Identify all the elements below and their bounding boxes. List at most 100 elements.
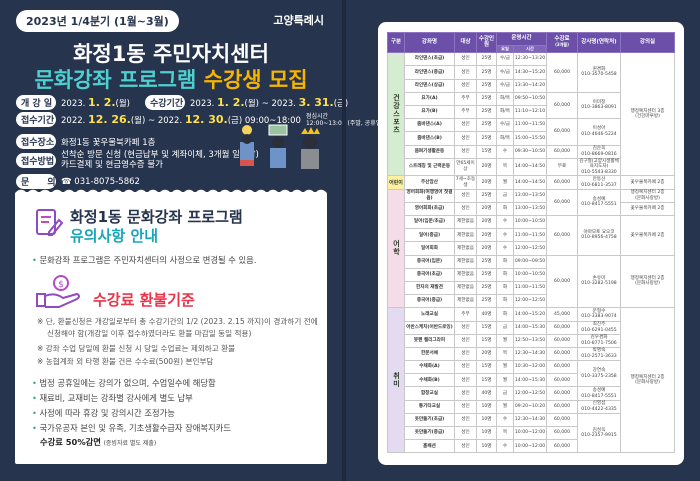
poster-title: 화정1동 주민자치센터	[73, 42, 269, 66]
capacity-cell: 25명	[476, 65, 497, 80]
time-cell: 10:00~12:00	[513, 439, 547, 454]
room-name: 행정복지센터 2층	[630, 190, 665, 196]
course-name: 중국어(입문)	[404, 254, 455, 269]
instructor-name: 강연숙	[592, 368, 606, 374]
svg-text:$: $	[58, 280, 64, 290]
document-edit-icon	[36, 209, 63, 236]
table-row: 옷만들기(중급) 성인 10명 목 10:00~12:00 60,000	[388, 426, 675, 441]
table-row: 일어(중급) 제한없음 20명 수 11:00~11:50	[388, 228, 675, 243]
refund-rule: ※ 단, 환불신청은 개강일로부터 총 수강기간의 1/2 (2023. 2.1…	[37, 317, 318, 326]
category-label: 어학	[392, 239, 401, 256]
refund-rule: ※ 강좌 수업 당일에 환불 신청 시 당일 수업료는 제외하고 환불	[37, 344, 236, 353]
day-cell: 수	[496, 215, 514, 230]
text: (금) 09:00~18:00	[227, 116, 301, 126]
course-name: 홈패션	[404, 439, 455, 454]
instructor-cell: 송성예 010-8417-5551	[577, 386, 621, 401]
instructor-name: 이성아	[592, 126, 606, 132]
course-table: 구분 강좌명 대상 수강인원 운영시간 수강료 (3개월) 강사명(연락처) 강의실 요일 시간 …	[387, 31, 675, 454]
target-cell: 성인	[454, 320, 477, 335]
schedule-card: 구분 강좌명 대상 수강인원 운영시간 수강료 (3개월) 강사명(연락처) 강의실 요일 시간 …	[378, 22, 684, 465]
info-registration-period: 접수기간 2022. 12. 26.(월) ~ 2022. 12. 30.(금)…	[16, 112, 397, 127]
target-cell: 성인	[454, 360, 477, 375]
day-cell: 월	[496, 360, 514, 375]
time-cell: 12:30~13:20	[513, 52, 547, 67]
target-cell: 제한없음	[454, 215, 477, 230]
header-capacity: 수강인원	[476, 31, 497, 54]
text: 법정 공휴일에는 강의가 없으며, 수업일수에 해당함	[39, 378, 216, 388]
target-cell: 성인	[454, 144, 477, 159]
text: (월)	[115, 99, 130, 109]
instructor-phone: 010-3375-2358	[581, 373, 617, 379]
instructor-name: 야마모토 요오코	[583, 229, 615, 235]
room-detail: (문화사랑방)	[635, 380, 660, 386]
subtitle-recruit: 수강생 모집	[203, 68, 308, 92]
table-row: 한문서예 성인 20명 목 12:30~14:30 60,000 박명숙 010-2571-3…	[388, 346, 675, 362]
course-name: 스트레칭 및 근력운동	[404, 157, 455, 177]
day-cell: 수/금	[496, 118, 514, 133]
instructor-phone: 010-8417-5551	[581, 393, 617, 399]
course-name: 주산암산	[404, 175, 455, 190]
day-cell: 화	[496, 307, 514, 322]
capacity-cell: 15명	[476, 333, 497, 348]
instructor-name: 문형수	[592, 308, 606, 314]
instructor-name: 김우겸화	[590, 335, 608, 341]
time-cell: 12:30~14:30	[513, 412, 547, 428]
page-divider	[342, 0, 346, 481]
text: 카드결제 및 현금영수증 불가	[61, 160, 163, 170]
time-cell: 14:00~15:30	[513, 320, 547, 335]
course-name: 붓펜 캘리그라피	[404, 333, 455, 348]
target-cell: 성인	[454, 65, 477, 80]
capacity-cell: 20명	[476, 228, 497, 243]
instructor-name: 김순옥	[592, 146, 606, 151]
fee-cell: 60,000	[546, 175, 578, 190]
fee-cell: 60,000	[546, 426, 578, 441]
room-cell: 꽃우물북카페 2층	[620, 201, 675, 217]
time-cell: 12:50~13:50	[513, 333, 547, 348]
time-cell: 11:00~11:50	[513, 118, 547, 133]
table-row: 중국어(입문) 제한없음 25명 화 09:00~09:50 60,000 손유미 010-3…	[388, 254, 675, 309]
text: (월) ~ 2022.	[130, 116, 183, 126]
table-row: 영어회화(초급) 성인 20명 화 13:00~13:50 꽃우물북카페 2층	[388, 201, 675, 217]
instructor-phone: 010-4422-4335	[581, 406, 617, 412]
course-name: 수채화(B)	[404, 373, 455, 388]
day-cell: 금	[496, 188, 514, 203]
bullet: • 국가유공자 본인 및 유족, 기초생활수급자 장애복지카드	[32, 423, 231, 433]
fee-cell: 60,000	[546, 386, 578, 401]
notice-title: 화정1동 문화강좌 프로그램	[70, 208, 243, 226]
capacity-cell: 20명	[476, 157, 497, 177]
instructor-cell: 이성아 010-4646-5224	[577, 118, 621, 146]
capacity-cell: 25명	[476, 188, 497, 203]
target-cell: 만65세이상	[454, 157, 477, 177]
instructor-phone: 010-3383-9074	[581, 314, 617, 320]
instructor-phone: 010-6291-0455	[581, 327, 617, 333]
header-schedule: 운영시간	[496, 31, 547, 47]
time-cell: 14:00~15:30	[513, 373, 547, 388]
course-name: 중국어(초급)	[404, 267, 455, 282]
notice-subtitle: 유의사항 안내	[70, 227, 159, 245]
header-instructor: 강사명(연락처)	[577, 31, 621, 54]
day-cell: 수	[496, 228, 514, 243]
table-row: 몸펴기생활운동 성인 15명 수 09:30~10:50 60,000 김순옥 010-866…	[388, 144, 675, 159]
table-row: 붓펜 캘리그라피 성인 15명 월 12:50~13:50 60,000 김우겸화 010-8…	[388, 333, 675, 348]
fee-cell: 60,000	[546, 320, 578, 335]
highlight: 1. 2.	[217, 96, 245, 109]
course-name: 한자의 재발견	[404, 280, 455, 296]
table-row: 취미 노래교실 주부 40명 화 14:00~15:20 45,000 문형수 010-3383…	[387, 307, 675, 454]
day-cell: 수/금	[496, 78, 514, 93]
bullet: • 법정 공휴일에는 강의가 없으며, 수업일수에 해당함	[32, 378, 216, 388]
course-name: 영어회화(초급)	[404, 201, 455, 217]
header-category: 구분	[387, 31, 405, 54]
target-cell: 성인	[454, 201, 477, 217]
time-cell: 15:00~15:50	[513, 131, 547, 146]
info-label: 접수장소	[16, 134, 56, 149]
table-row: 건강스포츠 라인댄스(초급) 성인 25명 수/금 12:30~13:20 60,000 원경…	[387, 52, 675, 177]
instructor-phone: 010-4646-5224	[581, 131, 617, 137]
quarter-badge: 2023년 1/4분기 (1월~3월)	[16, 10, 179, 32]
time-cell: 11:10~12:10	[513, 104, 547, 120]
poster-subtitle: 문화강좌 프로그램 수강생 모집	[0, 64, 342, 94]
instructor-cell: 김성옥 010-2357-9915	[577, 412, 621, 454]
highlight: 12. 26.	[88, 113, 131, 126]
target-cell: 주부	[454, 104, 477, 120]
time-cell: 11:00~11:50	[513, 280, 547, 296]
time-cell: 10:30~12:00	[513, 360, 547, 375]
